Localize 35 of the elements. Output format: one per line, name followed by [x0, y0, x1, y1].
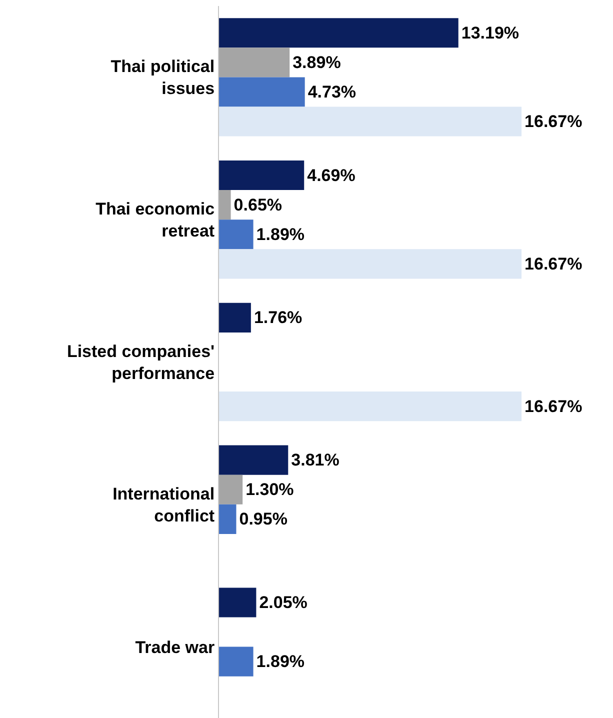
data-label: 3.89%	[292, 52, 341, 72]
bar	[219, 504, 236, 534]
y-tick-label: International conflict	[112, 484, 215, 526]
bar	[219, 392, 522, 422]
data-label: 13.19%	[461, 23, 520, 42]
bar	[219, 106, 522, 136]
y-tick-label: Thai economic retreat	[96, 200, 215, 241]
data-label: 3.81%	[291, 450, 340, 470]
data-label: 16.67%	[524, 396, 582, 416]
data-label: 16.67%	[524, 112, 582, 132]
bar	[219, 18, 458, 48]
bar	[219, 445, 288, 475]
data-label: 2.05%	[259, 592, 308, 612]
data-label: 1.76%	[254, 308, 302, 328]
y-tick-label: Listed companies' performance	[66, 342, 215, 383]
bar	[219, 220, 254, 250]
data-label: 0.95%	[239, 510, 288, 529]
bar	[219, 646, 254, 676]
data-label: 1.30%	[246, 480, 294, 500]
bar	[219, 77, 305, 107]
data-label: 0.65%	[234, 195, 282, 214]
y-tick-label: Thai political issues	[110, 57, 215, 98]
bar	[219, 48, 290, 78]
data-label: 1.89%	[256, 652, 305, 672]
bar	[219, 474, 243, 504]
bar	[219, 302, 251, 332]
bar	[219, 190, 231, 220]
data-label: 1.89%	[256, 224, 305, 244]
bar	[219, 588, 256, 618]
y-tick-label: Trade war	[135, 638, 215, 657]
data-label: 4.73%	[308, 82, 356, 102]
data-label: 4.69%	[307, 166, 356, 185]
bar	[219, 160, 304, 190]
data-label: 16.67%	[524, 254, 582, 274]
bar	[219, 249, 522, 279]
